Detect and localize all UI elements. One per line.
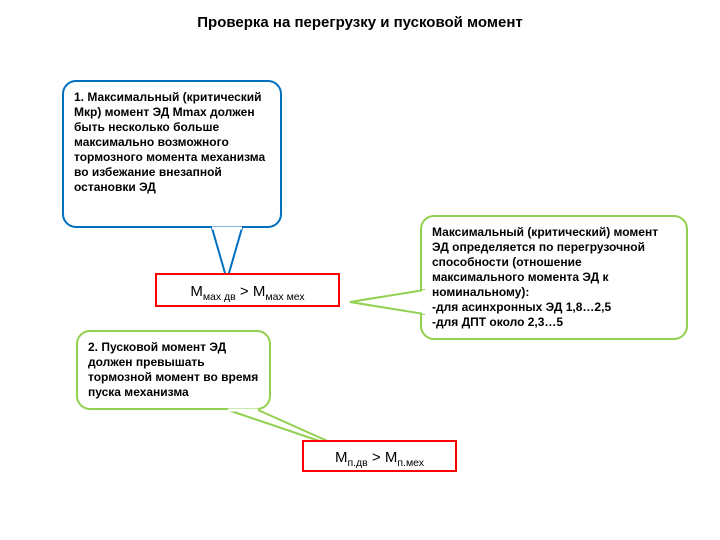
callout-start-moment-tail [78, 332, 79, 333]
callout-start-moment: 2. Пусковой момент ЭД должен превышать т… [76, 330, 271, 410]
callout-max-moment: 1. Максимальный (критический Мкр) момент… [62, 80, 282, 228]
callout-overload-capacity-text: Максимальный (критический) момент ЭД опр… [432, 225, 658, 329]
callout-overload-capacity: Максимальный (критический) момент ЭД опр… [420, 215, 688, 340]
callout-overload-capacity-tail [422, 217, 423, 218]
formula-start-moment: Мп.дв > Мп.мех [302, 440, 457, 472]
callout-max-moment-tail [64, 82, 65, 83]
callout-max-moment-text: 1. Максимальный (критический Мкр) момент… [74, 90, 265, 194]
callout-start-moment-text: 2. Пусковой момент ЭД должен превышать т… [88, 340, 258, 399]
page-title: Проверка на перегрузку и пусковой момент [0, 14, 720, 31]
formula-max-moment: Ммах дв > Ммах мех [155, 273, 340, 307]
